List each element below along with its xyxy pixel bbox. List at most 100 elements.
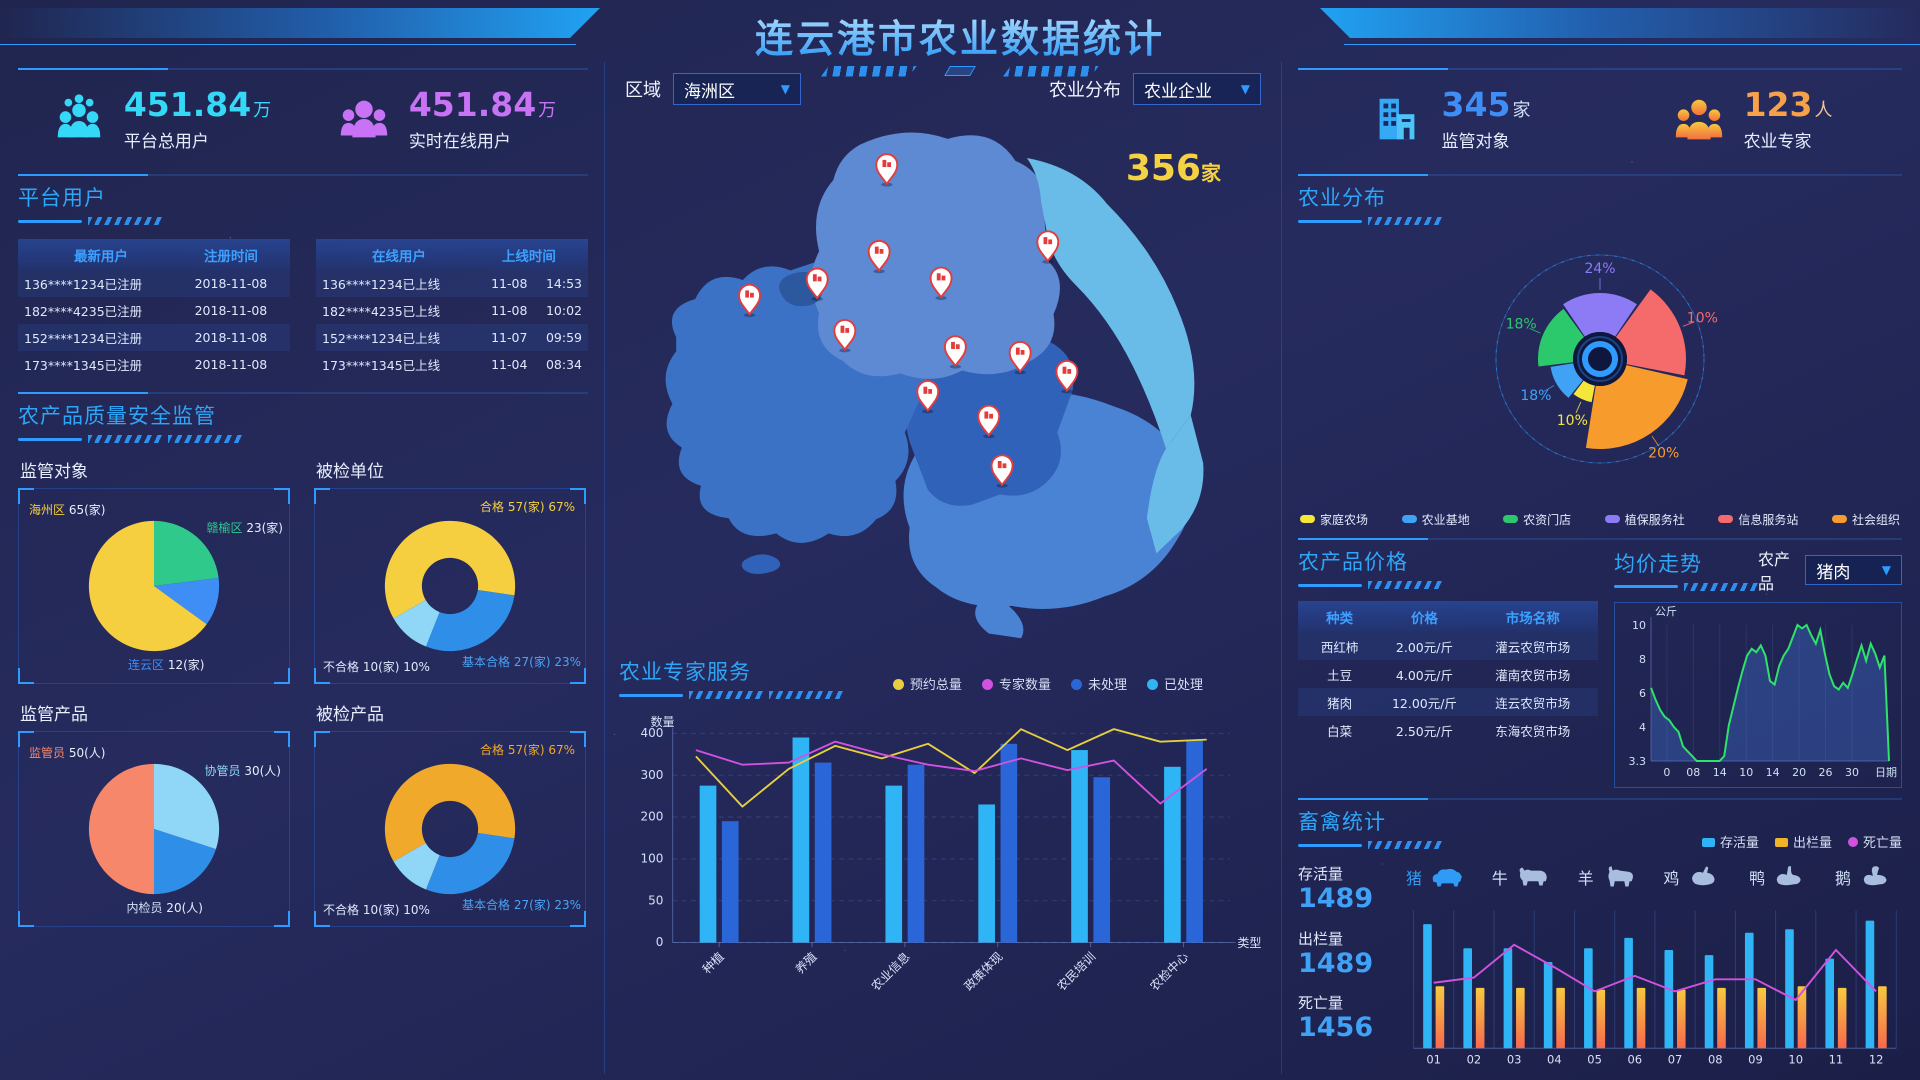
svg-text:10%: 10% bbox=[1687, 311, 1718, 327]
table-header: 最新用户 注册时间 bbox=[18, 239, 290, 270]
map-pin[interactable] bbox=[1036, 230, 1060, 264]
svg-text:14: 14 bbox=[1766, 766, 1780, 779]
tab-pig[interactable]: 猪 bbox=[1406, 864, 1465, 890]
legend-item[interactable]: 社会组织 bbox=[1831, 511, 1900, 528]
tab-cow[interactable]: 牛 bbox=[1492, 864, 1551, 890]
legend-item[interactable]: 预约总量 bbox=[892, 674, 962, 693]
legend-item[interactable]: 未处理 bbox=[1070, 674, 1127, 693]
product-select[interactable]: 猪肉 ▼ bbox=[1805, 555, 1902, 585]
svg-text:100: 100 bbox=[640, 852, 663, 866]
svg-text:08: 08 bbox=[1708, 1053, 1723, 1067]
svg-text:14: 14 bbox=[1713, 766, 1727, 779]
legend-item[interactable]: 家庭农场 bbox=[1299, 511, 1368, 528]
legend-swatch bbox=[892, 679, 904, 690]
svg-text:日期: 日期 bbox=[1875, 766, 1897, 779]
legend-item[interactable]: 农资门店 bbox=[1503, 511, 1571, 528]
online-users-table: 在线用户 上线时间 136****1234已上线 11-08 14:53 182**… bbox=[316, 239, 588, 378]
section-expert-service: 农业专家服务 预约总量 专家数量 未处理 已处理 bbox=[619, 656, 1267, 701]
map-pin[interactable] bbox=[833, 319, 857, 353]
section-underline bbox=[619, 689, 843, 701]
svg-text:4: 4 bbox=[1639, 721, 1646, 734]
chevron-down-icon: ▼ bbox=[1881, 563, 1891, 577]
legend-item[interactable]: 信息服务站 bbox=[1718, 511, 1798, 528]
center-panel: 区域 海洲区 ▼ 农业分布 农业企业 ▼ bbox=[604, 62, 1282, 1074]
legend-swatch bbox=[981, 679, 993, 690]
legend-item[interactable]: 死亡量 bbox=[1847, 832, 1902, 851]
legend-item[interactable]: 植保服务社 bbox=[1604, 511, 1685, 528]
tab-sheep[interactable]: 羊 bbox=[1578, 864, 1637, 890]
svg-text:0: 0 bbox=[1663, 766, 1670, 779]
pie-label: 协管员 30(人) bbox=[204, 764, 281, 778]
legend-swatch bbox=[1831, 515, 1847, 523]
title-ornament bbox=[0, 63, 1920, 79]
legend-item[interactable]: 已处理 bbox=[1146, 674, 1203, 693]
chart-subtitle: 被检产品 bbox=[316, 705, 384, 725]
table-row: 西红柿 2.00元/斤 灌云农贸市场 bbox=[1297, 632, 1598, 660]
chart-panel-checked-unit: 被检单位 合格 57(家) 67% 基本合格 27(家) 23% 不合格 10(… bbox=[314, 455, 586, 684]
legend-swatch bbox=[1774, 838, 1788, 847]
svg-text:08: 08 bbox=[1686, 766, 1700, 779]
tab-duck[interactable]: 鸭 bbox=[1749, 864, 1808, 890]
map-pin[interactable] bbox=[867, 239, 891, 274]
map-pin[interactable] bbox=[943, 335, 967, 369]
tab-goose[interactable]: 鹅 bbox=[1835, 864, 1894, 890]
col-header: 在线用户 bbox=[371, 248, 426, 265]
map-pin[interactable] bbox=[738, 283, 761, 318]
pig-icon bbox=[1432, 868, 1462, 887]
map-pin[interactable] bbox=[875, 153, 899, 187]
product-select-value: 猪肉 bbox=[1816, 562, 1851, 583]
map-pin[interactable] bbox=[1055, 360, 1079, 394]
tab-chicken[interactable]: 鸡 bbox=[1663, 864, 1722, 890]
legend-item[interactable]: 出栏量 bbox=[1774, 832, 1832, 851]
donut-chart-checked-unit: 合格 57(家) 67% 基本合格 27(家) 23% 不合格 10(家) 10… bbox=[314, 488, 586, 684]
table-header: 在线用户 上线时间 bbox=[316, 239, 588, 270]
map-pin[interactable] bbox=[977, 404, 1001, 439]
legend-swatch bbox=[1847, 837, 1858, 847]
map-pin[interactable] bbox=[1008, 341, 1032, 375]
legend-item[interactable]: 农业基地 bbox=[1401, 511, 1470, 528]
legend-item[interactable]: 存活量 bbox=[1701, 832, 1759, 851]
map-pin[interactable] bbox=[916, 380, 940, 414]
svg-text:0: 0 bbox=[656, 935, 664, 949]
svg-text:30: 30 bbox=[1845, 766, 1859, 779]
map-pin[interactable] bbox=[990, 454, 1014, 488]
chart-panel-supervise-target: 监管对象 海州区 65(家) 赣榆区 23(家) 连云区 12(家) bbox=[18, 455, 290, 684]
pie-chart-supervise-target: 海州区 65(家) 赣榆区 23(家) 连云区 12(家) bbox=[18, 488, 290, 684]
svg-text:10: 10 bbox=[1788, 1053, 1803, 1067]
pie-chart-supervise-product: 监管员 50(人) 协管员 30(人) 内检员 20(人) bbox=[18, 731, 290, 927]
cow-icon bbox=[1519, 867, 1547, 886]
livestock-legend: 存活量 出栏量 死亡量 bbox=[1701, 832, 1902, 851]
svg-text:3.3: 3.3 bbox=[1628, 755, 1646, 768]
map-svg bbox=[665, 132, 1204, 639]
right-panel: 345 家 监管对象 123 人 农业专家 bbox=[1282, 62, 1920, 1074]
pie-label: 监管员 50(人) bbox=[29, 746, 106, 760]
distribution-select[interactable]: 农业企业 ▼ bbox=[1132, 73, 1261, 105]
map-count-badge: 356家 bbox=[1126, 148, 1221, 189]
experts-icon bbox=[1675, 99, 1722, 140]
duck-icon bbox=[1776, 866, 1801, 886]
svg-text:300: 300 bbox=[640, 768, 663, 782]
section-title: 农业分布 bbox=[1297, 186, 1386, 210]
svg-text:农业信息: 农业信息 bbox=[868, 949, 913, 994]
left-panel: 451.84 万 平台总用户 451.84 万 实时在线用户 平台用户 bbox=[0, 62, 604, 1074]
pie-label: 基本合格 27(家) 23% bbox=[462, 655, 581, 669]
legend-item[interactable]: 专家数量 bbox=[981, 674, 1051, 693]
legend-swatch bbox=[1604, 515, 1620, 523]
region-select[interactable]: 海洲区 ▼ bbox=[673, 73, 801, 105]
map-pin[interactable] bbox=[805, 267, 829, 301]
section-platform-users: 平台用户 最新用户 注册时间 136****1234已注册 2018-11-08 … bbox=[18, 182, 588, 378]
svg-text:02: 02 bbox=[1467, 1053, 1482, 1067]
table-row: 136****1234已上线 11-08 14:53 bbox=[316, 270, 588, 297]
map-pin[interactable] bbox=[929, 266, 953, 300]
section-agri-distribution: 农业分布 24% 10% 20% 10% 18% 18% 家庭农场 农业基地 农资门店 植… bbox=[1297, 182, 1902, 528]
legend-swatch bbox=[1299, 515, 1315, 523]
online-users-icon bbox=[340, 100, 388, 138]
page-title: 连云港市农业数据统计 bbox=[0, 0, 1920, 63]
svg-text:20%: 20% bbox=[1648, 446, 1679, 462]
stat-value: 345 bbox=[1441, 85, 1511, 125]
region-control: 区域 海洲区 ▼ bbox=[625, 73, 801, 105]
stat-unit: 家 bbox=[1512, 100, 1531, 122]
stat-value: 451.84 bbox=[408, 85, 537, 125]
svg-text:11: 11 bbox=[1829, 1053, 1844, 1067]
